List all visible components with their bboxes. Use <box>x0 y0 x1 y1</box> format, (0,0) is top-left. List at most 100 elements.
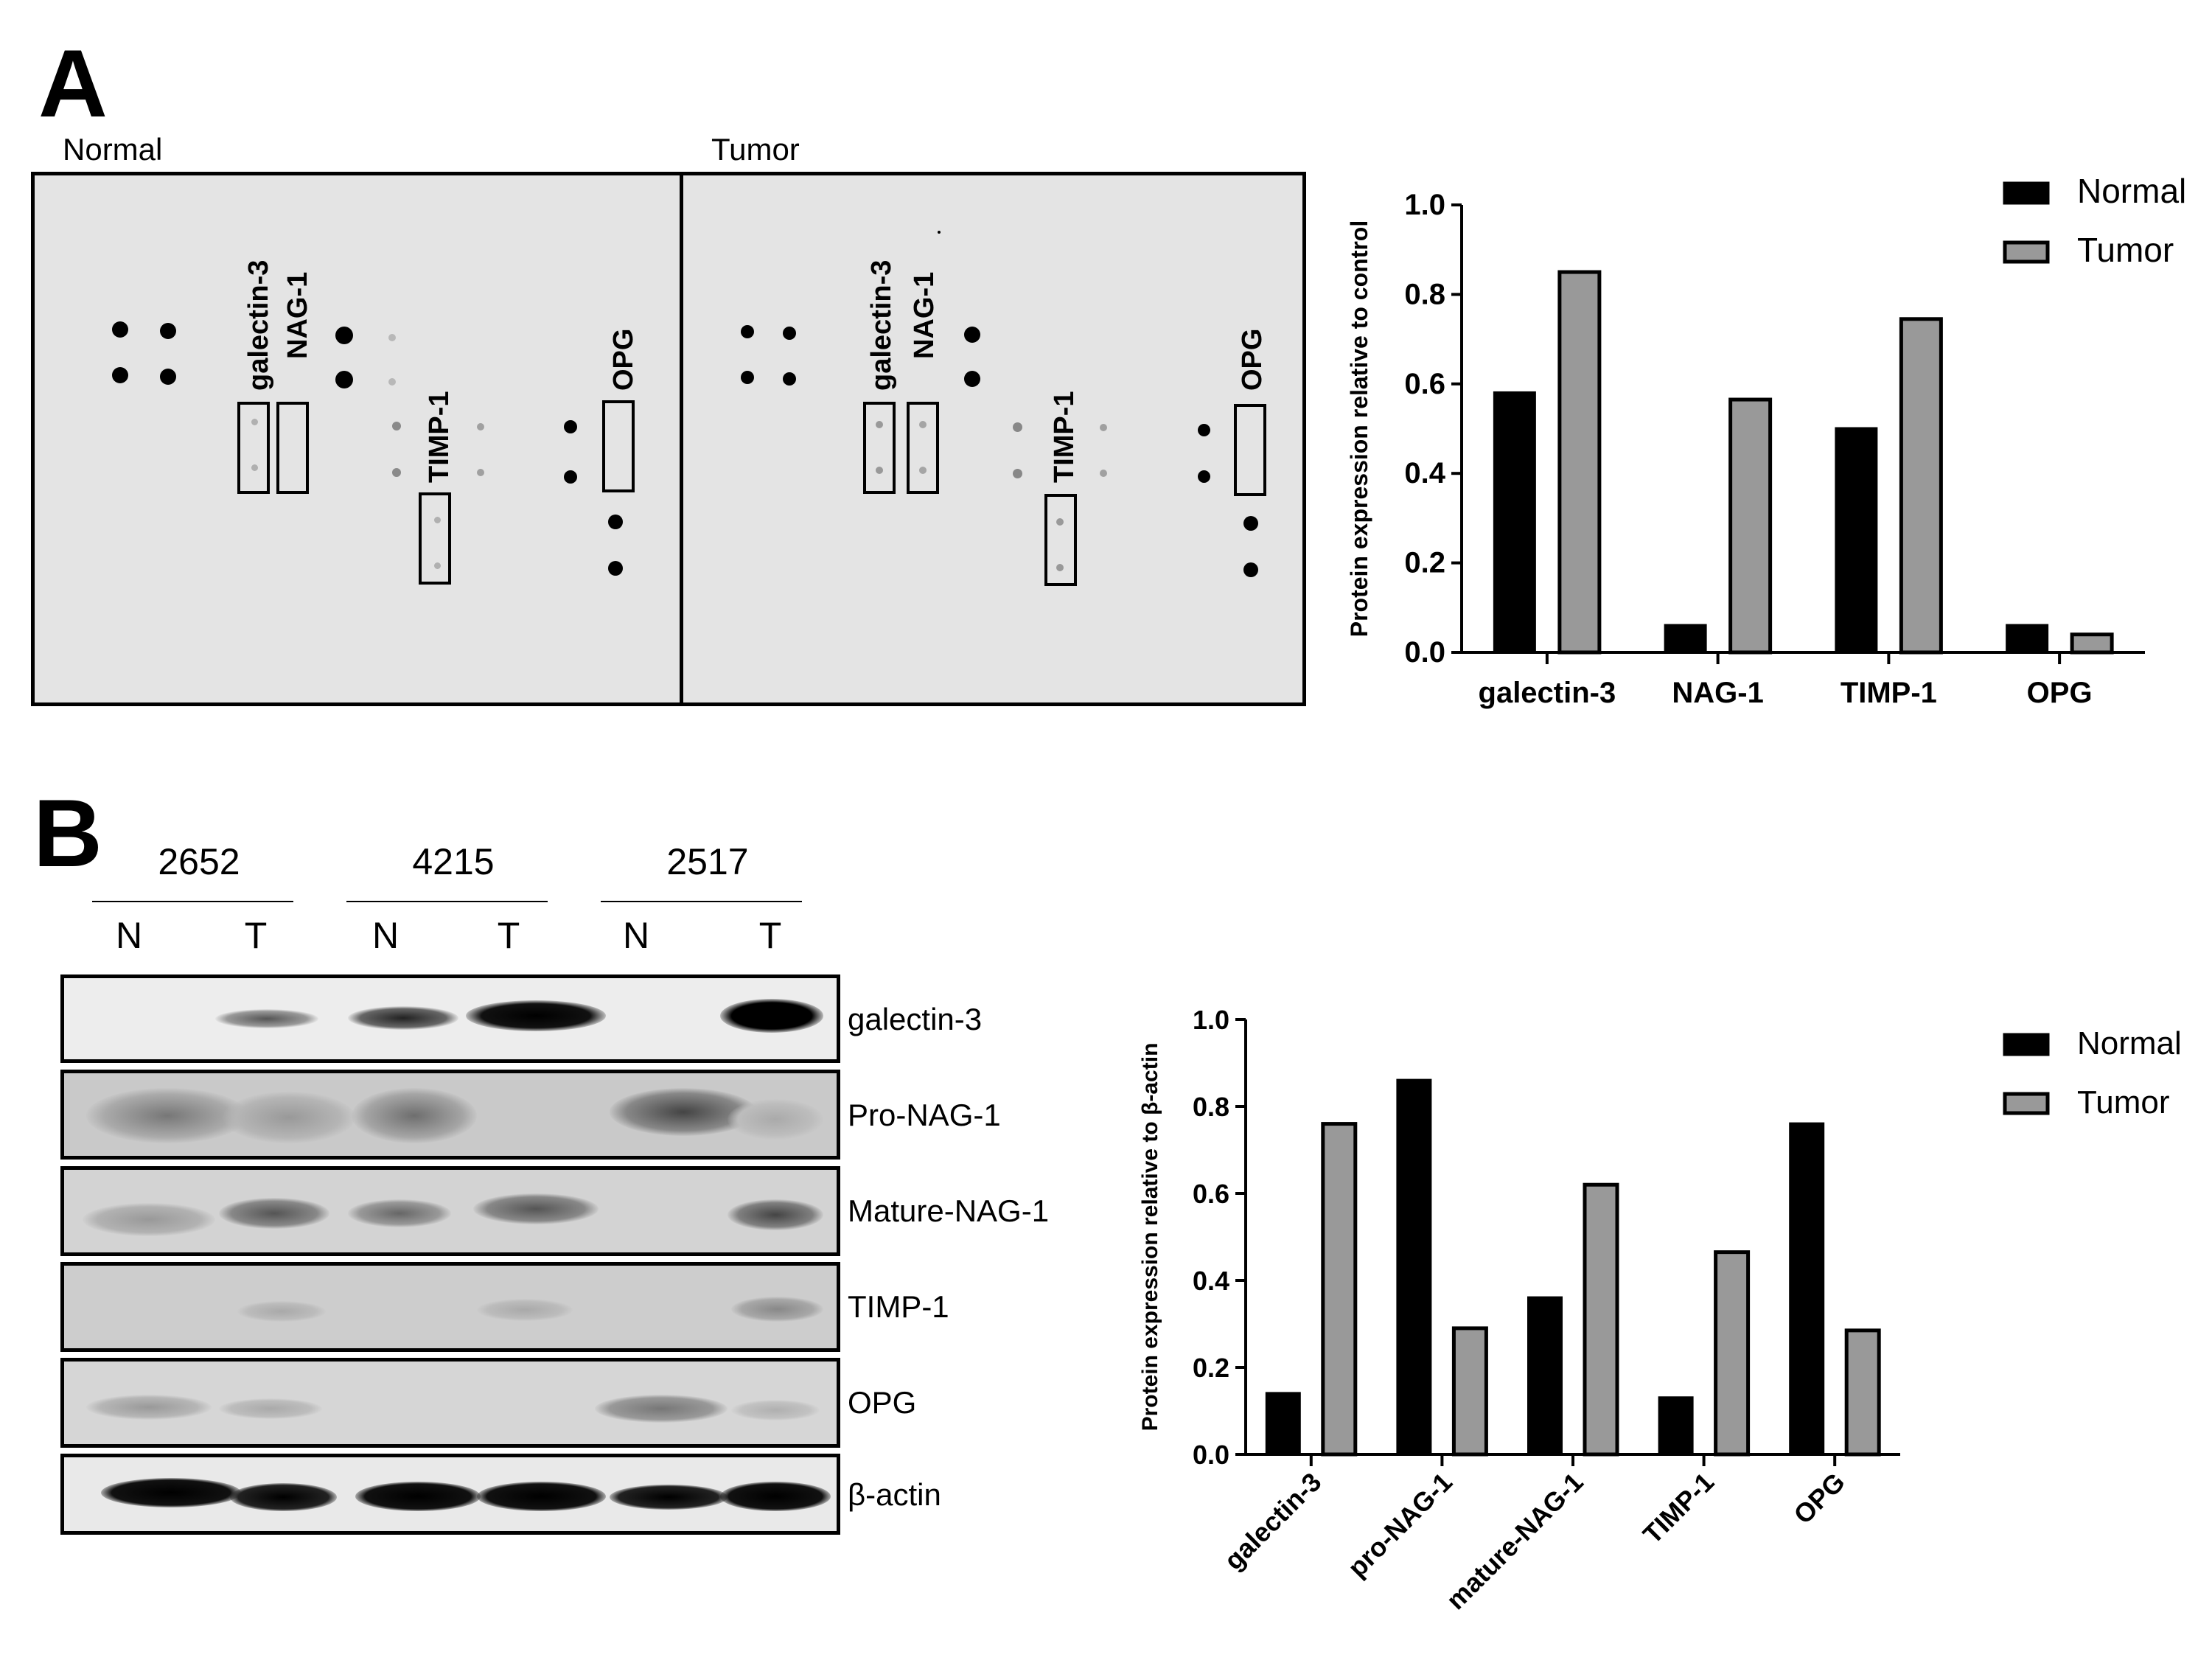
legend-swatch <box>2003 1092 2050 1115</box>
bar-tumor <box>1728 397 1773 655</box>
array-tumor-label-opg: OPG <box>1237 328 1268 391</box>
array-spot <box>1198 424 1210 436</box>
blot-sample-4215: 4215 <box>412 841 495 882</box>
blot-sample-2652: 2652 <box>158 841 240 882</box>
timp-1-spot-box <box>1044 494 1077 586</box>
bar-tumor <box>1714 1250 1751 1457</box>
array-spot <box>964 327 980 343</box>
array-tumor-label-nag-1: NAG-1 <box>909 271 940 359</box>
blot-band <box>348 1006 458 1030</box>
y-axis-label: Protein expression relative to β-actin <box>1138 1043 1162 1432</box>
blot-lane-label: T <box>244 915 268 956</box>
y-tick-label: 1.0 <box>1193 1005 1229 1035</box>
blot-sample-2517: 2517 <box>666 841 749 882</box>
y-tick-label: 0.8 <box>1404 278 1445 310</box>
blot-band <box>477 1299 573 1321</box>
y-tick-label: 0.6 <box>1404 368 1445 400</box>
blot-row-label-mature-nag-1: Mature-NAG-1 <box>848 1193 1050 1228</box>
array-spot <box>964 371 980 387</box>
bar-tumor <box>1321 1122 1358 1457</box>
bar-normal <box>1396 1078 1432 1456</box>
bar-tumor <box>1557 270 1602 655</box>
array-spot <box>741 371 754 384</box>
blot-band <box>720 1482 831 1511</box>
blot-strip-pro-nag-1 <box>60 1070 840 1160</box>
array-normal-label-nag-1: NAG-1 <box>282 271 313 359</box>
bar-tumor <box>1844 1328 1881 1457</box>
blot-strip-beta-actin <box>60 1454 840 1535</box>
blot-band <box>86 1395 212 1420</box>
bar-tumor <box>2070 632 2114 655</box>
y-tick-label: 0.0 <box>1404 636 1445 669</box>
array-spot <box>919 467 927 474</box>
blot-lane-label: N <box>371 915 400 956</box>
x-tick-label: OPG <box>1787 1467 1851 1530</box>
array-spot <box>1243 516 1258 531</box>
blot-sample-underline <box>346 901 548 902</box>
bar-normal <box>1664 624 1707 655</box>
blot-band <box>355 1482 481 1511</box>
array-tumor-membrane <box>680 172 1306 706</box>
legend-swatch <box>2003 240 2050 264</box>
array-spot <box>564 420 577 433</box>
array-normal-label-opg: OPG <box>608 328 639 391</box>
blot-strip-mature-nag-1 <box>60 1166 840 1256</box>
bar-tumor <box>1583 1182 1619 1457</box>
x-tick-label: galectin-3 <box>1479 677 1616 709</box>
array-spot <box>434 517 441 523</box>
array-normal-label-galectin-3: galectin-3 <box>243 259 274 391</box>
opg-spot-box <box>602 400 635 492</box>
y-tick-label: 0.4 <box>1404 457 1445 489</box>
y-tick-label: 0.6 <box>1193 1179 1229 1209</box>
array-spot <box>608 561 623 576</box>
blot-row-label-opg: OPG <box>848 1385 917 1420</box>
array-spot <box>388 334 396 341</box>
galectin-3-spot-box <box>237 402 270 494</box>
bar-normal <box>1835 427 1878 654</box>
y-tick-label: 0.2 <box>1193 1353 1229 1383</box>
y-tick-label: 0.0 <box>1193 1440 1229 1470</box>
y-tick-label: 0.8 <box>1193 1092 1229 1122</box>
blot-band <box>348 1199 451 1227</box>
blot-lane-label: T <box>497 915 520 956</box>
array-spot <box>392 468 401 477</box>
blot-row-label-beta-actin: β-actin <box>848 1477 941 1512</box>
blot-band <box>473 1193 599 1224</box>
legend-swatch <box>2003 1033 2050 1056</box>
bar-chart-b: 0.0 0.2 0.4 0.6 0.8 1.0 Protein expression rel… <box>1138 1005 2182 1616</box>
array-spot <box>388 378 396 386</box>
bar-tumor <box>1451 1326 1488 1457</box>
array-spot <box>876 421 883 428</box>
bar-normal <box>1527 1296 1563 1456</box>
array-spot <box>434 562 441 569</box>
blot-band <box>83 1203 215 1236</box>
bar-tumor <box>1899 317 1943 655</box>
legend-label: Normal <box>2077 172 2186 210</box>
array-spot <box>1198 470 1210 483</box>
blot-band <box>215 1009 318 1028</box>
timp-1-spot-box <box>419 492 451 585</box>
array-spot <box>251 464 258 471</box>
array-spot <box>335 371 353 388</box>
array-spot <box>1056 518 1064 526</box>
y-tick-label: 1.0 <box>1404 189 1445 221</box>
x-tick-label: mature-NAG-1 <box>1440 1467 1589 1616</box>
array-normal-label-timp-1: TIMP-1 <box>424 391 455 483</box>
array-tumor-label-timp-1: TIMP-1 <box>1049 391 1080 483</box>
blot-band <box>101 1478 241 1507</box>
blot-band <box>230 1483 337 1511</box>
x-tick-label: OPG <box>2027 677 2093 709</box>
bar-normal <box>2006 624 2049 655</box>
blot-band <box>237 1301 326 1322</box>
array-spot <box>783 327 796 340</box>
array-spot <box>160 323 176 339</box>
blot-band <box>610 1485 728 1510</box>
array-spot <box>1100 470 1107 477</box>
array-tumor-label: Tumor <box>711 132 800 167</box>
array-spot <box>112 321 128 338</box>
blot-strip-galectin-3 <box>60 975 840 1063</box>
array-spot <box>1056 564 1064 571</box>
blot-sample-underline <box>92 901 293 902</box>
legend-swatch <box>2003 181 2050 205</box>
panel-label-b: B <box>33 779 102 887</box>
